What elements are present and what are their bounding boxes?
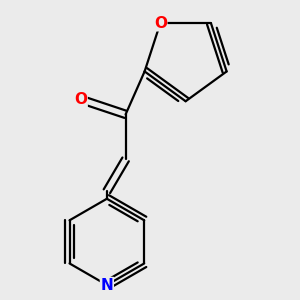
Text: N: N <box>100 278 113 292</box>
Text: O: O <box>74 92 87 107</box>
Text: O: O <box>154 16 167 31</box>
